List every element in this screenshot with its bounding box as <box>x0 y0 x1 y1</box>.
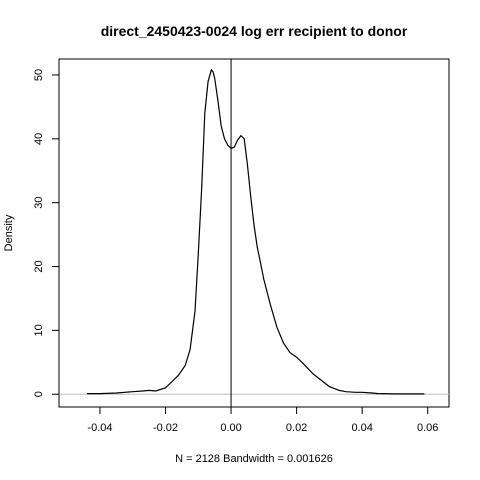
x-tick-label: 0.04 <box>351 422 372 434</box>
y-axis-label: Density <box>3 214 15 251</box>
x-tick-label: 0.02 <box>286 422 307 434</box>
y-tick-label: 20 <box>33 260 45 272</box>
x-tick-label: -0.02 <box>153 422 178 434</box>
x-tick-label: 0.06 <box>417 422 438 434</box>
y-tick-label: 40 <box>33 133 45 145</box>
x-axis-label: N = 2128 Bandwidth = 0.001626 <box>175 453 333 465</box>
x-tick-label: -0.04 <box>87 422 112 434</box>
reference-lines <box>59 59 449 407</box>
x-tick-label: 0.00 <box>220 422 241 434</box>
y-tick-label: 0 <box>33 391 45 397</box>
y-tick-label: 30 <box>33 197 45 209</box>
y-tick-label: 10 <box>33 324 45 336</box>
y-tick-label: 50 <box>33 69 45 81</box>
plot-area-border <box>58 58 450 408</box>
chart-title: direct_2450423-0024 log err recipient to… <box>101 23 408 39</box>
y-axis: 0 10 20 30 40 50 <box>33 69 60 397</box>
x-axis: -0.04 -0.02 0.00 0.02 0.04 0.06 <box>87 406 438 434</box>
density-curve <box>86 68 425 395</box>
